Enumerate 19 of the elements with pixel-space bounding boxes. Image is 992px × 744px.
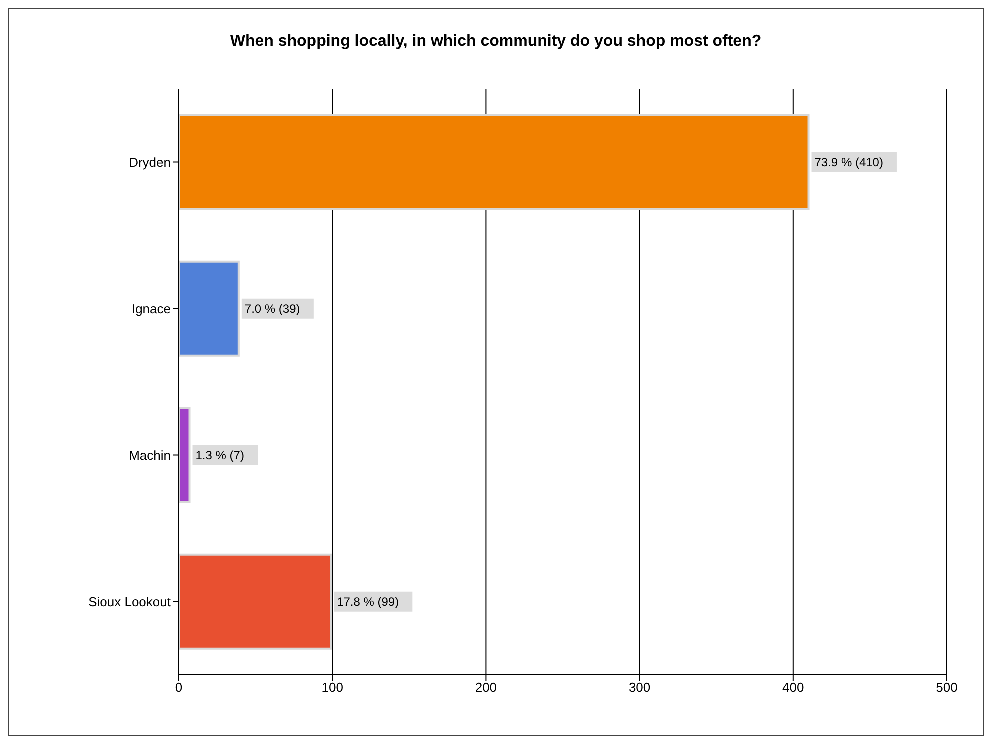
x-tick-label: 0	[175, 680, 183, 696]
x-tick-label: 500	[936, 680, 958, 696]
data-label: 7.0 % (39)	[244, 302, 300, 316]
x-tick-label: 100	[322, 680, 344, 696]
bar	[179, 260, 240, 357]
data-label: 1.3 % (7)	[196, 448, 244, 462]
data-label: 17.8 % (99)	[337, 594, 400, 609]
x-tick-label: 400	[782, 680, 804, 696]
y-tick-label: Machin	[129, 448, 171, 463]
y-tick-label: Dryden	[129, 154, 171, 170]
y-tick-label: Ignace	[132, 301, 171, 316]
bar	[179, 114, 810, 210]
y-tick-label: Sioux Lookout	[88, 594, 172, 610]
chart-title: When shopping locally, in which community do you shop most often?	[229, 33, 763, 51]
bar	[179, 554, 332, 650]
x-tick-label: 300	[628, 680, 651, 696]
x-tick-label: 200	[475, 680, 498, 696]
data-label: 73.9 % (410)	[814, 155, 884, 170]
bar	[179, 407, 191, 504]
